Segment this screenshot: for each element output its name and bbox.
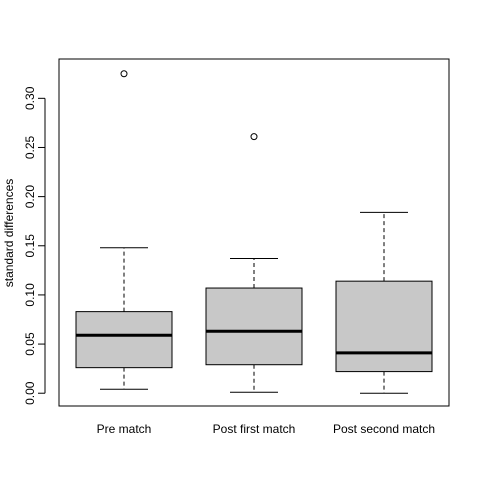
y-tick-label: 0.10 <box>23 283 37 307</box>
box-group <box>335 211 433 394</box>
y-tick-label: 0.20 <box>23 185 37 209</box>
box-iqr <box>335 280 433 373</box>
x-axis: Pre match Post first match Post second mat… <box>97 422 435 436</box>
box-iqr <box>75 311 173 369</box>
y-tick-label: 0.25 <box>23 135 37 159</box>
y-tick-label: 0.00 <box>23 381 37 405</box>
outlier-point <box>250 133 258 141</box>
y-tick-label: 0.15 <box>23 234 37 258</box>
box-group <box>75 70 173 390</box>
x-tick-label: Post first match <box>213 422 296 436</box>
y-tick-label: 0.30 <box>23 86 37 110</box>
y-axis: 0.00 0.05 0.10 0.15 0.20 0.25 0.30 <box>23 86 46 405</box>
x-tick-label: Pre match <box>97 422 152 436</box>
box-group <box>205 133 303 393</box>
y-tick-label: 0.05 <box>23 332 37 356</box>
x-tick-label: Post second match <box>333 422 435 436</box>
boxes-layer <box>75 70 433 394</box>
box-iqr <box>205 287 303 366</box>
plot-frame <box>58 58 450 407</box>
outlier-point <box>120 70 128 78</box>
y-axis-label: standard differences <box>2 179 16 288</box>
